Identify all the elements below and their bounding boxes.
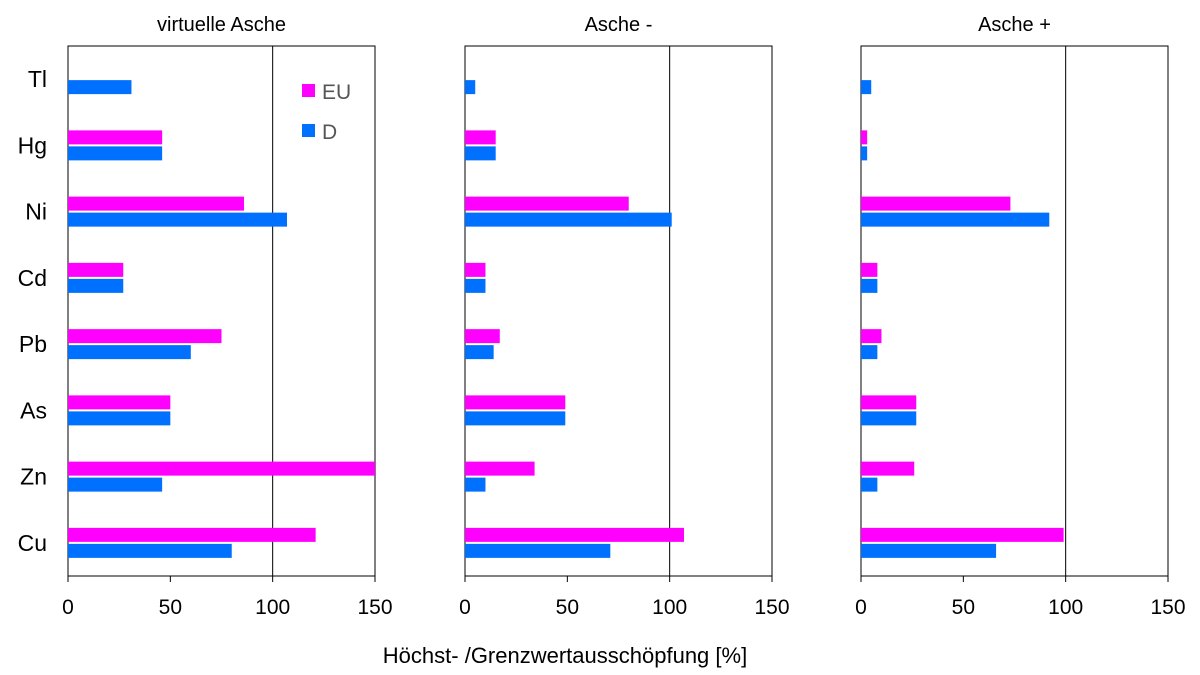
- panel-1-bar-pb-eu: [68, 329, 222, 344]
- panel-2-bar-cd-eu: [465, 262, 486, 277]
- panel-3-bar-zn-eu: [861, 461, 915, 476]
- category-label-hg: Hg: [18, 132, 47, 158]
- panel-1-bar-zn-d: [68, 477, 163, 492]
- panel-2-bar-ni-d: [465, 212, 672, 227]
- panel-2-bar-hg-d: [465, 146, 496, 161]
- panel-1-bar-hg-d: [68, 146, 163, 161]
- panel-3-bar-cd-eu: [861, 262, 878, 277]
- legend-label-d: D: [322, 121, 337, 144]
- category-label-zn: Zn: [20, 464, 47, 490]
- panel-3-bar-cd-d: [861, 278, 878, 293]
- panel-3-bar-ni-eu: [861, 196, 1011, 211]
- panel-2-bar-cd-d: [465, 278, 486, 293]
- panel-3-bar-as-eu: [861, 395, 917, 410]
- panel-1-bar-hg-eu: [68, 130, 163, 145]
- x-axis-label: Höchst- /Grenzwertausschöpfung [%]: [383, 643, 747, 668]
- panel-1-bar-cd-eu: [68, 262, 124, 277]
- category-label-cd: Cd: [18, 265, 47, 291]
- panel-2-bar-zn-eu: [465, 461, 535, 476]
- panel-1-frame: [67, 45, 376, 577]
- panel-2-frame: [464, 45, 773, 577]
- legend-swatch-d: [302, 124, 315, 137]
- panel-1-bar-cd-d: [68, 278, 124, 293]
- panel-1-bar-ni-eu: [68, 196, 245, 211]
- panel-2-tick-label-50: 50: [556, 596, 579, 619]
- panel-2-bar-cu-eu: [465, 527, 684, 542]
- panel-3-tick-label-50: 50: [952, 596, 975, 619]
- panel-1-bar-zn-eu: [68, 461, 375, 476]
- panel-1-bar-pb-d: [68, 345, 191, 360]
- category-label-pb: Pb: [19, 331, 47, 357]
- panel-3-bar-as-d: [861, 411, 917, 426]
- panel-1-bar-as-eu: [68, 395, 171, 410]
- panel-2-bar-tl-d: [465, 80, 476, 95]
- panel-2-bar-zn-d: [465, 477, 486, 492]
- legend-label-eu: EU: [322, 81, 351, 104]
- panel-3-bar-pb-eu: [861, 329, 882, 344]
- category-label-cu: Cu: [18, 530, 47, 556]
- category-label-as: As: [20, 397, 47, 423]
- panel-2-bar-cu-d: [465, 543, 611, 558]
- panel-1-title: virtuelle Asche: [157, 14, 286, 36]
- panel-3-bar-hg-d: [861, 146, 868, 161]
- panel-2-bar-hg-eu: [465, 130, 496, 145]
- category-label-tl: Tl: [28, 66, 47, 92]
- panel-2-bar-pb-eu: [465, 329, 500, 344]
- panel-3-bar-cu-d: [861, 543, 997, 558]
- panel-1-bar-ni-d: [68, 212, 287, 227]
- panel-3-bar-zn-d: [861, 477, 878, 492]
- panel-3-bar-hg-eu: [861, 130, 868, 145]
- panel-3-tick-label-100: 100: [1048, 596, 1083, 619]
- panel-2-bar-ni-eu: [465, 196, 629, 211]
- panel-2-bar-as-d: [465, 411, 566, 426]
- panel-3-bar-cu-eu: [861, 527, 1064, 542]
- panel-1-bar-cu-d: [68, 543, 232, 558]
- panel-3-bar-ni-d: [861, 212, 1050, 227]
- panel-1-tick-label-100: 100: [255, 596, 290, 619]
- panel-2-bar-as-eu: [465, 395, 566, 410]
- panel-3-bar-pb-d: [861, 345, 878, 360]
- panel-2-tick-label-0: 0: [459, 596, 471, 619]
- panel-3-tick-label-0: 0: [855, 596, 867, 619]
- panel-3-title: Asche +: [978, 14, 1051, 36]
- category-label-ni: Ni: [25, 199, 47, 225]
- legend-swatch-eu: [302, 84, 315, 97]
- panel-2-tick-label-150: 150: [754, 596, 789, 619]
- panel-1-bar-as-d: [68, 411, 171, 426]
- panel-1-bar-cu-eu: [68, 527, 316, 542]
- panel-1-bar-tl-d: [68, 80, 132, 95]
- panel-2-title: Asche -: [585, 14, 653, 36]
- panel-1-tick-label-150: 150: [357, 596, 392, 619]
- panel-1-tick-label-0: 0: [62, 596, 74, 619]
- panel-3-tick-label-150: 150: [1150, 596, 1185, 619]
- panel-2-bar-pb-d: [465, 345, 494, 360]
- panel-2-tick-label-100: 100: [652, 596, 687, 619]
- panel-3-frame: [860, 45, 1169, 577]
- panel-3-bar-tl-d: [861, 80, 872, 95]
- panel-1-tick-label-50: 50: [159, 596, 182, 619]
